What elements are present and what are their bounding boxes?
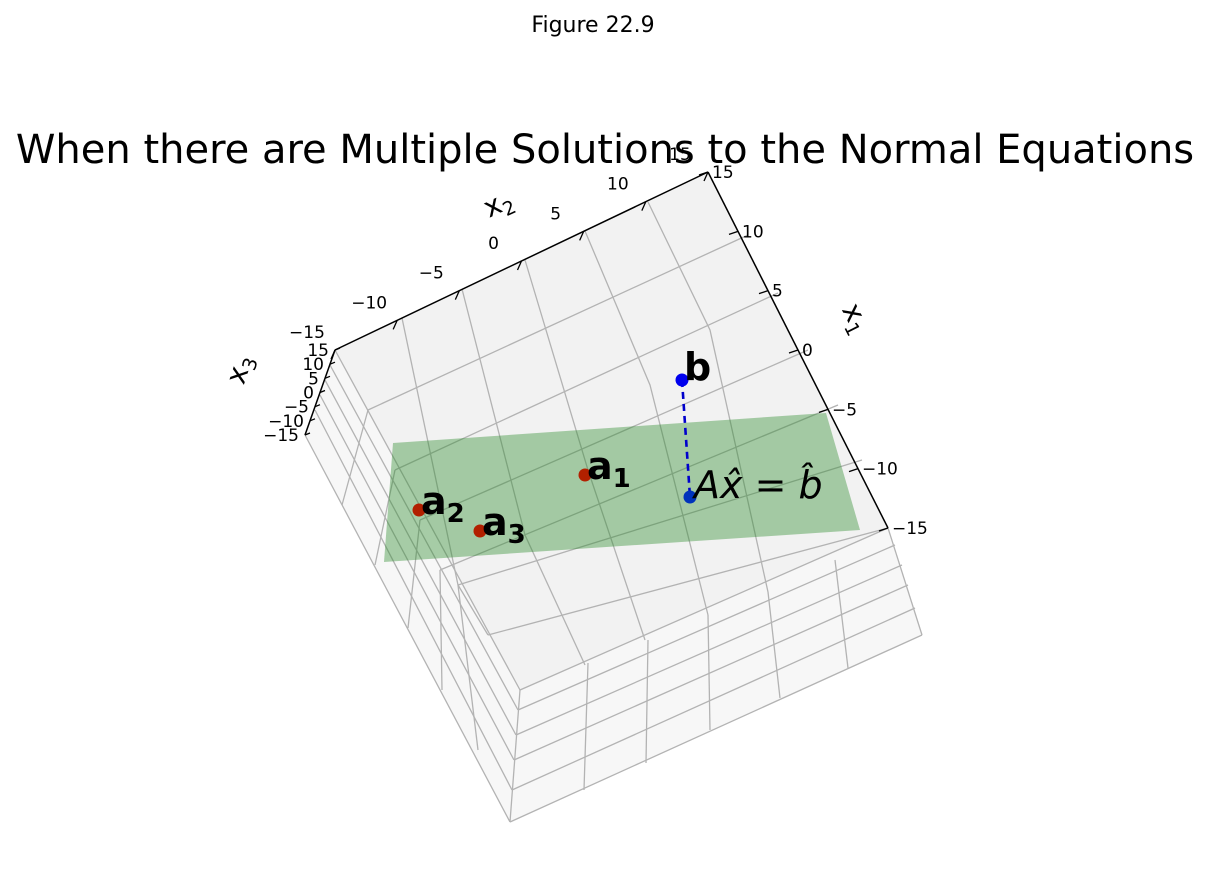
point-a3 (473, 524, 487, 538)
x2-tick-label: −5 (419, 264, 444, 284)
front-side-pane (305, 350, 922, 822)
x2-tick-mark (579, 231, 585, 241)
x2-tick-label: 5 (550, 204, 561, 224)
grid-line (645, 639, 649, 764)
x1-tick-mark (848, 468, 859, 473)
grid-line (647, 201, 769, 593)
grid-line (707, 614, 711, 731)
x1-tick-mark (878, 527, 889, 532)
grid-line (584, 230, 709, 616)
label-a2: a2 (421, 479, 465, 529)
x1-tick-label: −15 (892, 519, 928, 539)
label-b_hat: Ax̂ = b̂ (691, 463, 823, 507)
x3-tick-mark (329, 361, 336, 365)
grid-line (509, 634, 923, 823)
x2-tick-mark (703, 171, 709, 182)
label-b: b (684, 345, 711, 389)
grid-line (513, 584, 909, 761)
x3-tick-label: 10 (302, 355, 324, 375)
x3-tick-mark (304, 432, 311, 436)
x1-tick-mark (728, 230, 739, 235)
x1-tick-label: 10 (742, 222, 764, 242)
x2-tick-label: −10 (351, 293, 387, 313)
projection-segment (680, 379, 692, 498)
x2-tick-mark (330, 349, 336, 360)
x2-tick-mark (454, 290, 460, 300)
grid-line (324, 379, 517, 736)
x1-tick-label: −10 (862, 460, 898, 480)
x3-tick-label: −15 (263, 426, 299, 446)
grid-line (517, 544, 896, 711)
x3-tick-label: 15 (307, 341, 329, 361)
x2-tick-mark (516, 260, 523, 271)
x3-tick-mark (334, 347, 341, 351)
x3-tick-label: 5 (308, 369, 319, 389)
x3-tick-mark (324, 375, 331, 379)
x3-axis-label: x3 (219, 350, 263, 389)
grid-line (341, 409, 369, 506)
grid-line (439, 569, 443, 691)
x3-tick-mark (319, 389, 326, 394)
grid-line (509, 689, 521, 823)
grid-line (334, 349, 521, 691)
grid-line (511, 607, 916, 791)
grid-line (767, 591, 781, 699)
x1-axis-label: x1 (832, 297, 878, 339)
grid-line (319, 394, 515, 761)
grid-line (487, 527, 889, 636)
label-a1: a1 (587, 444, 631, 494)
grid-line (419, 349, 809, 521)
x3-tick-label: −5 (284, 398, 309, 418)
point-b_hat (683, 490, 697, 504)
x2-tick-mark (392, 320, 398, 330)
column-space-plane (384, 413, 860, 562)
grid-line (887, 527, 923, 636)
x3-tick-mark (314, 404, 321, 408)
label-a3: a3 (482, 500, 526, 550)
x1-tick-mark (788, 349, 799, 354)
grid-line (329, 364, 519, 711)
grid-line (583, 662, 589, 791)
x3-tick-label: −10 (268, 412, 304, 432)
point-b (675, 373, 689, 387)
grid-line (314, 409, 513, 791)
x2-tick-mark (641, 201, 647, 211)
x1-tick-mark (758, 290, 769, 295)
x1-tick-label: 0 (802, 341, 813, 361)
chart-title: When there are Multiple Solutions to the… (16, 127, 1194, 173)
figure-label: Figure 22.9 (531, 13, 654, 38)
x1-tick-mark (818, 408, 829, 413)
x1-tick-label: −5 (832, 400, 857, 420)
x1-tick-label: 15 (712, 163, 734, 183)
data-points: a1 a2 a3 b Ax̂ = b̂ (412, 345, 823, 550)
grid (304, 201, 923, 823)
x2-tick-label: 0 (488, 234, 499, 254)
grid-line (457, 584, 479, 751)
x2-tick-label: 15 (669, 145, 691, 165)
grid-line (439, 404, 839, 571)
x2-axis-label: x2 (478, 182, 520, 228)
tick-labels: −15−10−5051015−15−10−5051015−15−10−50510… (263, 145, 928, 539)
grid-line (457, 459, 863, 586)
x3-tick-mark (309, 418, 316, 422)
grid-line (407, 519, 421, 629)
x1-tick-label: 5 (772, 282, 783, 302)
grid-line (304, 434, 511, 823)
grid-line (374, 469, 396, 566)
x2-tick-label: −15 (289, 323, 325, 343)
grid-line (834, 559, 849, 669)
x3-tick-label: 0 (303, 384, 314, 404)
grid-line (519, 527, 889, 691)
grid-line (394, 292, 779, 471)
x1-tick-mark (698, 171, 709, 176)
grid-line (367, 234, 749, 411)
point-a2 (412, 503, 426, 517)
x2-tick-label: 10 (607, 175, 629, 195)
point-a1 (578, 468, 592, 482)
